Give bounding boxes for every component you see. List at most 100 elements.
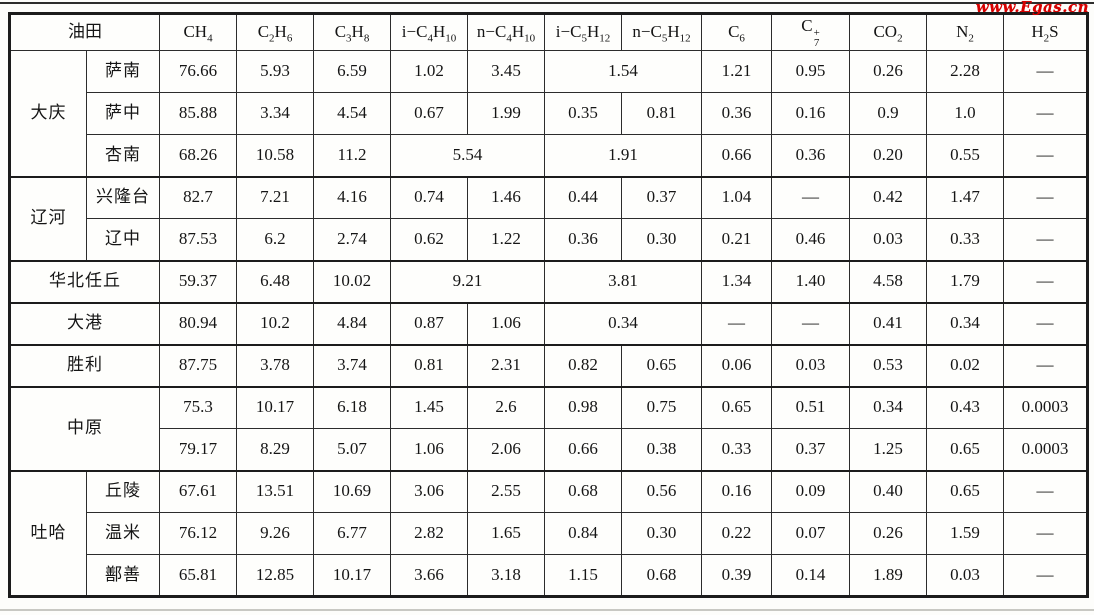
value-cell: 76.12 bbox=[159, 512, 237, 555]
value-cell: 0.74 bbox=[390, 175, 468, 219]
value-cell: 0.36 bbox=[771, 134, 850, 177]
value-cell: — bbox=[1003, 218, 1088, 261]
oilfield-subfield-cell: 辽中 bbox=[86, 218, 160, 261]
value-cell: 0.67 bbox=[390, 92, 468, 135]
table-row: 吐哈 丘陵 67.61 13.51 10.69 3.06 2.55 0.68 0.56 0.16 0… bbox=[9, 469, 1088, 597]
value-cell: 1.89 bbox=[849, 554, 927, 597]
col-header-c3h8: C3H8 bbox=[313, 13, 391, 51]
value-cell: 9.21 bbox=[390, 259, 545, 303]
value-cell: 5.07 bbox=[313, 428, 391, 471]
value-cell: 3.66 bbox=[390, 554, 468, 597]
value-cell: 0.07 bbox=[771, 512, 850, 555]
col-header-ch4: CH4 bbox=[159, 13, 237, 51]
value-cell: 0.22 bbox=[701, 512, 772, 555]
value-cell: 3.81 bbox=[544, 259, 702, 303]
oilfield-subfield-cell: 兴隆台 bbox=[86, 175, 160, 219]
value-cell: 4.58 bbox=[849, 259, 927, 303]
value-cell: 10.69 bbox=[313, 469, 391, 513]
table-row: 华北任丘 59.37 6.48 10.02 9.21 3.81 1.34 1.40 4.58 1.… bbox=[9, 259, 1088, 303]
value-cell: 5.54 bbox=[390, 134, 545, 177]
value-cell: 0.75 bbox=[621, 385, 702, 429]
value-cell: 0.46 bbox=[771, 218, 850, 261]
value-cell: 0.43 bbox=[926, 385, 1004, 429]
value-cell: 10.17 bbox=[236, 385, 314, 429]
oilfield-group-cell: 大庆 bbox=[9, 50, 87, 177]
value-cell: — bbox=[1003, 50, 1088, 93]
col-header-nc4h10: n−C4H10 bbox=[467, 13, 545, 51]
value-cell: 1.22 bbox=[467, 218, 545, 261]
col-header-ic4h10: i−C4H10 bbox=[390, 13, 468, 51]
value-cell: 2.55 bbox=[467, 469, 545, 513]
table-row: 中原 75.3 10.17 6.18 1.45 2.6 0.98 0.75 0.65 0.51 0.… bbox=[9, 385, 1088, 471]
oilfield-subfield-cell: 杏南 bbox=[86, 134, 160, 177]
value-cell: 1.91 bbox=[544, 134, 702, 177]
value-cell: 0.42 bbox=[849, 175, 927, 219]
value-cell: 0.82 bbox=[544, 343, 622, 387]
value-cell: 3.18 bbox=[467, 554, 545, 597]
value-cell: — bbox=[1003, 92, 1088, 135]
value-cell: 0.34 bbox=[544, 301, 702, 345]
value-cell: — bbox=[1003, 469, 1088, 513]
value-cell: 0.84 bbox=[544, 512, 622, 555]
value-cell: 2.6 bbox=[467, 385, 545, 429]
value-cell: 0.34 bbox=[849, 385, 927, 429]
value-cell: 4.16 bbox=[313, 175, 391, 219]
value-cell: 76.66 bbox=[159, 50, 237, 93]
value-cell: — bbox=[1003, 259, 1088, 303]
value-cell: 0.98 bbox=[544, 385, 622, 429]
value-cell: — bbox=[1003, 343, 1088, 387]
col-header-c2h6: C2H6 bbox=[236, 13, 314, 51]
value-cell: 1.0 bbox=[926, 92, 1004, 135]
value-cell: 0.44 bbox=[544, 175, 622, 219]
value-cell: 80.94 bbox=[159, 301, 237, 345]
header-oilfield: 油田 bbox=[9, 13, 160, 51]
value-cell: 0.38 bbox=[621, 428, 702, 471]
value-cell: 13.51 bbox=[236, 469, 314, 513]
value-cell: 0.02 bbox=[926, 343, 1004, 387]
value-cell: 67.61 bbox=[159, 469, 237, 513]
value-cell: 1.54 bbox=[544, 50, 702, 93]
value-cell: 10.02 bbox=[313, 259, 391, 303]
value-cell: 82.7 bbox=[159, 175, 237, 219]
table-row: 温米 76.12 9.26 6.77 2.82 1.65 0.84 0.30 0.22 0.07 0… bbox=[10, 512, 1088, 555]
value-cell: 0.33 bbox=[701, 428, 772, 471]
value-cell: 7.21 bbox=[236, 175, 314, 219]
value-cell: 0.66 bbox=[701, 134, 772, 177]
value-cell: 0.03 bbox=[849, 218, 927, 261]
value-cell: 6.18 bbox=[313, 385, 391, 429]
oilfield-subfield-cell: 萨南 bbox=[86, 50, 160, 93]
value-cell: 59.37 bbox=[159, 259, 237, 303]
value-cell: 1.99 bbox=[467, 92, 545, 135]
value-cell: 85.88 bbox=[159, 92, 237, 135]
value-cell: 0.56 bbox=[621, 469, 702, 513]
value-cell: 87.53 bbox=[159, 218, 237, 261]
value-cell: 0.81 bbox=[390, 343, 468, 387]
header-row: 油田 CH4 C2H6 C3H8 i−C4H10 n−C4H10 i−C5H12 n−C5H1… bbox=[9, 13, 1088, 51]
value-cell: 1.79 bbox=[926, 259, 1004, 303]
table-row: 杏南 68.26 10.58 11.2 5.54 1.91 0.66 0.36 0.20 0.55… bbox=[10, 134, 1088, 177]
col-header-h2s: H2S bbox=[1003, 13, 1088, 51]
col-header-nc5h12: n−C5H12 bbox=[621, 13, 702, 51]
value-cell: 3.74 bbox=[313, 343, 391, 387]
oilfield-subfield-cell: 鄯善 bbox=[86, 554, 160, 597]
col-header-n2: N2 bbox=[926, 13, 1004, 51]
oilfield-subfield-cell: 温米 bbox=[86, 512, 160, 555]
oilfield-group-cell: 吐哈 bbox=[9, 469, 87, 597]
col-header-c7plus: C +7 bbox=[771, 13, 850, 51]
value-cell: 0.16 bbox=[701, 469, 772, 513]
value-cell: 0.66 bbox=[544, 428, 622, 471]
value-cell: 79.17 bbox=[159, 428, 237, 471]
value-cell: 0.37 bbox=[621, 175, 702, 219]
table-row: 大庆 萨南 76.66 5.93 6.59 1.02 3.45 1.54 1.21 0.95 0.2… bbox=[9, 50, 1088, 177]
stacked-supsub: +7 bbox=[813, 26, 820, 49]
value-cell: 1.45 bbox=[390, 385, 468, 429]
value-cell: 0.34 bbox=[926, 301, 1004, 345]
value-cell: 0.65 bbox=[621, 343, 702, 387]
value-cell: 75.3 bbox=[159, 385, 237, 429]
value-cell: 10.2 bbox=[236, 301, 314, 345]
value-cell: 2.74 bbox=[313, 218, 391, 261]
value-cell: 0.65 bbox=[926, 469, 1004, 513]
value-cell: 0.0003 bbox=[1003, 428, 1088, 471]
oilfield-cell: 华北任丘 bbox=[9, 259, 160, 303]
table-row: 辽中 87.53 6.2 2.74 0.62 1.22 0.36 0.30 0.21 0.46 0.… bbox=[10, 218, 1088, 261]
